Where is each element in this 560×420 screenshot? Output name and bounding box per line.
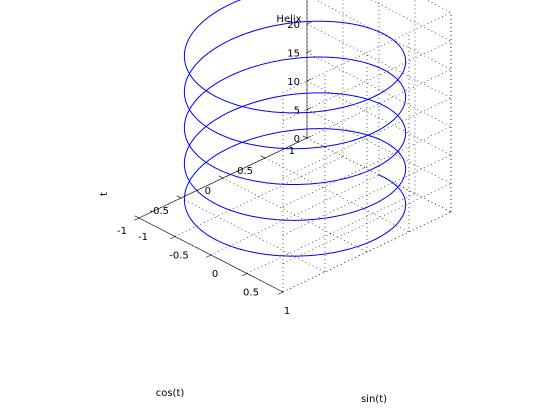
y-tick-label: 0.5: [237, 166, 253, 177]
y-tick-label: -1: [117, 226, 127, 237]
helix-curve-group: [183, 0, 407, 257]
z-tick-mark: [306, 21, 312, 25]
z-tick-label: 20: [287, 20, 300, 31]
y-tick-mark: [260, 155, 266, 159]
helix-series-line: [183, 0, 407, 257]
x-tick-mark: [169, 236, 176, 240]
chart-title: Helix: [276, 14, 301, 25]
x-tick-labels: -1 -0.5 0 0.5 1: [138, 232, 290, 317]
y-tick-mark: [302, 135, 308, 139]
z-tick-label: 0: [294, 134, 300, 145]
x-tick-label: 0: [212, 269, 218, 280]
wall-grid-line: [306, 23, 452, 99]
y-tick-mark: [134, 215, 140, 219]
y-tick-label: 0: [205, 186, 211, 197]
z-tick-labels: 05101520253035: [287, 0, 300, 145]
floor-grid-line: [180, 197, 326, 273]
x-tick-label: -1: [138, 232, 148, 243]
z-axis-label: t: [99, 192, 110, 196]
floor-grid-line: [222, 177, 368, 253]
x-tick-mark: [205, 254, 212, 258]
y-tick-label: -0.5: [149, 206, 169, 217]
x-tick-mark: [277, 291, 284, 295]
y-tick-labels: -1 -0.5 0 0.5 1: [117, 146, 295, 237]
z-tick-label: 25: [287, 0, 300, 3]
z-tick-label: 10: [287, 77, 300, 88]
x-tick-label: -0.5: [169, 251, 189, 262]
x-tick-label: 0.5: [243, 288, 259, 299]
wall-grid-line: [315, 0, 452, 70]
z-tick-label: 15: [287, 49, 300, 60]
z-tick-mark: [306, 135, 312, 139]
x-tick-label: 1: [284, 306, 290, 317]
y-tick-mark: [218, 175, 224, 179]
x-tick-mark: [133, 217, 140, 221]
y-tick-mark: [176, 195, 182, 199]
z-tick-mark: [306, 107, 312, 110]
wall-grid-line: [370, 0, 452, 42]
z-tick-mark: [306, 78, 312, 82]
z-tick-mark: [306, 50, 312, 53]
z-tick-label: 5: [294, 106, 300, 117]
wall-grid-line: [306, 52, 452, 127]
y-tick-label: 1: [289, 146, 295, 157]
wall-grid-line: [306, 109, 452, 184]
x-axis-label: sin(t): [361, 394, 387, 405]
y-axis-label: cos(t): [156, 388, 185, 399]
floor-grid-line: [264, 157, 410, 233]
x-tick-mark: [241, 273, 248, 277]
axis-lines: [133, 0, 312, 295]
wall-grid-line: [306, 80, 452, 156]
